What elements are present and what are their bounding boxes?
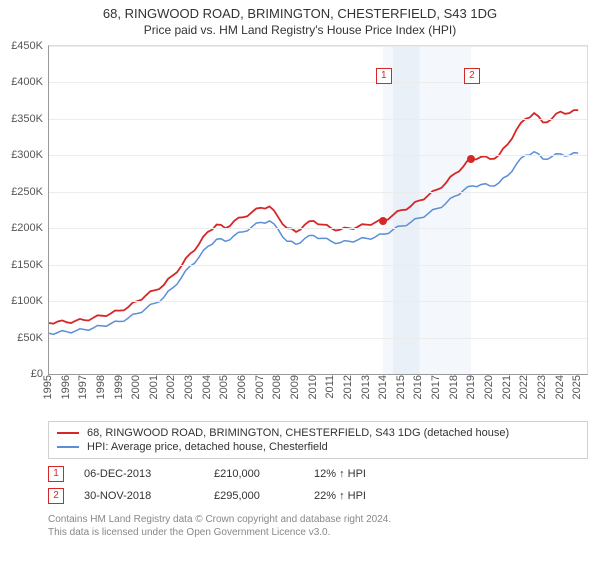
x-tick-label: 2022 <box>518 375 530 399</box>
sales-table: 1 06-DEC-2013 £210,000 12% ↑ HPI 2 30-NOV-201… <box>48 463 588 507</box>
y-tick-label: £450K <box>11 40 49 52</box>
x-tick-label: 1996 <box>60 375 72 399</box>
x-tick-label: 2005 <box>218 375 230 399</box>
legend-label: 68, RINGWOOD ROAD, BRIMINGTON, CHESTERFI… <box>87 427 509 439</box>
legend-row: 68, RINGWOOD ROAD, BRIMINGTON, CHESTERFI… <box>57 426 579 440</box>
x-axis-ticks: 1995199619971998199920002001200220032004… <box>48 375 588 415</box>
sale-delta: 22% ↑ HPI <box>314 490 366 502</box>
y-tick-label: £50K <box>17 332 49 344</box>
x-tick-label: 2010 <box>307 375 319 399</box>
x-tick-label: 2001 <box>148 375 160 399</box>
legend: 68, RINGWOOD ROAD, BRIMINGTON, CHESTERFI… <box>48 421 588 459</box>
x-tick-label: 1997 <box>77 375 89 399</box>
x-tick-label: 2006 <box>236 375 248 399</box>
sale-price: £295,000 <box>214 490 294 502</box>
x-tick-label: 1998 <box>95 375 107 399</box>
y-tick-label: £400K <box>11 76 49 88</box>
x-tick-label: 2018 <box>448 375 460 399</box>
sale-point <box>379 217 387 225</box>
footer-line-2: This data is licensed under the Open Gov… <box>48 526 588 539</box>
plot-svg <box>49 46 587 374</box>
page-title: 68, RINGWOOD ROAD, BRIMINGTON, CHESTERFI… <box>0 6 600 21</box>
sales-row: 1 06-DEC-2013 £210,000 12% ↑ HPI <box>48 463 588 485</box>
x-tick-label: 2012 <box>342 375 354 399</box>
footer-line-1: Contains HM Land Registry data © Crown c… <box>48 513 588 526</box>
x-tick-label: 2009 <box>289 375 301 399</box>
sale-date: 30-NOV-2018 <box>84 490 194 502</box>
sale-point <box>467 155 475 163</box>
sale-marker: 2 <box>48 488 64 504</box>
footer-attribution: Contains HM Land Registry data © Crown c… <box>48 513 588 539</box>
chart-marker: 1 <box>376 68 392 84</box>
x-tick-label: 2017 <box>430 375 442 399</box>
x-tick-label: 2002 <box>165 375 177 399</box>
x-tick-label: 2004 <box>201 375 213 399</box>
x-tick-label: 2020 <box>483 375 495 399</box>
x-tick-label: 2021 <box>501 375 513 399</box>
sales-row: 2 30-NOV-2018 £295,000 22% ↑ HPI <box>48 485 588 507</box>
y-tick-label: £200K <box>11 222 49 234</box>
x-tick-label: 1999 <box>113 375 125 399</box>
x-tick-label: 2019 <box>465 375 477 399</box>
chart-marker: 2 <box>464 68 480 84</box>
y-tick-label: £250K <box>11 186 49 198</box>
x-tick-label: 2008 <box>271 375 283 399</box>
chart: £0£50K£100K£150K£200K£250K£300K£350K£400… <box>0 45 600 415</box>
x-tick-label: 2023 <box>536 375 548 399</box>
sale-price: £210,000 <box>214 468 294 480</box>
legend-row: HPI: Average price, detached house, Ches… <box>57 440 579 454</box>
plot-area: £0£50K£100K£150K£200K£250K£300K£350K£400… <box>48 45 588 375</box>
x-tick-label: 2015 <box>395 375 407 399</box>
x-tick-label: 2000 <box>130 375 142 399</box>
x-tick-label: 1995 <box>42 375 54 399</box>
y-tick-label: £100K <box>11 295 49 307</box>
y-tick-label: £350K <box>11 113 49 125</box>
legend-label: HPI: Average price, detached house, Ches… <box>87 441 328 453</box>
x-tick-label: 2011 <box>324 375 336 399</box>
legend-swatch <box>57 446 79 448</box>
x-tick-label: 2007 <box>254 375 266 399</box>
x-tick-label: 2016 <box>412 375 424 399</box>
x-tick-label: 2013 <box>360 375 372 399</box>
page-subtitle: Price paid vs. HM Land Registry's House … <box>0 23 600 37</box>
sale-date: 06-DEC-2013 <box>84 468 194 480</box>
sale-delta: 12% ↑ HPI <box>314 468 366 480</box>
x-tick-label: 2014 <box>377 375 389 399</box>
y-tick-label: £300K <box>11 149 49 161</box>
legend-swatch <box>57 432 79 434</box>
y-tick-label: £150K <box>11 259 49 271</box>
sale-marker: 1 <box>48 466 64 482</box>
x-tick-label: 2003 <box>183 375 195 399</box>
x-tick-label: 2024 <box>554 375 566 399</box>
x-tick-label: 2025 <box>571 375 583 399</box>
